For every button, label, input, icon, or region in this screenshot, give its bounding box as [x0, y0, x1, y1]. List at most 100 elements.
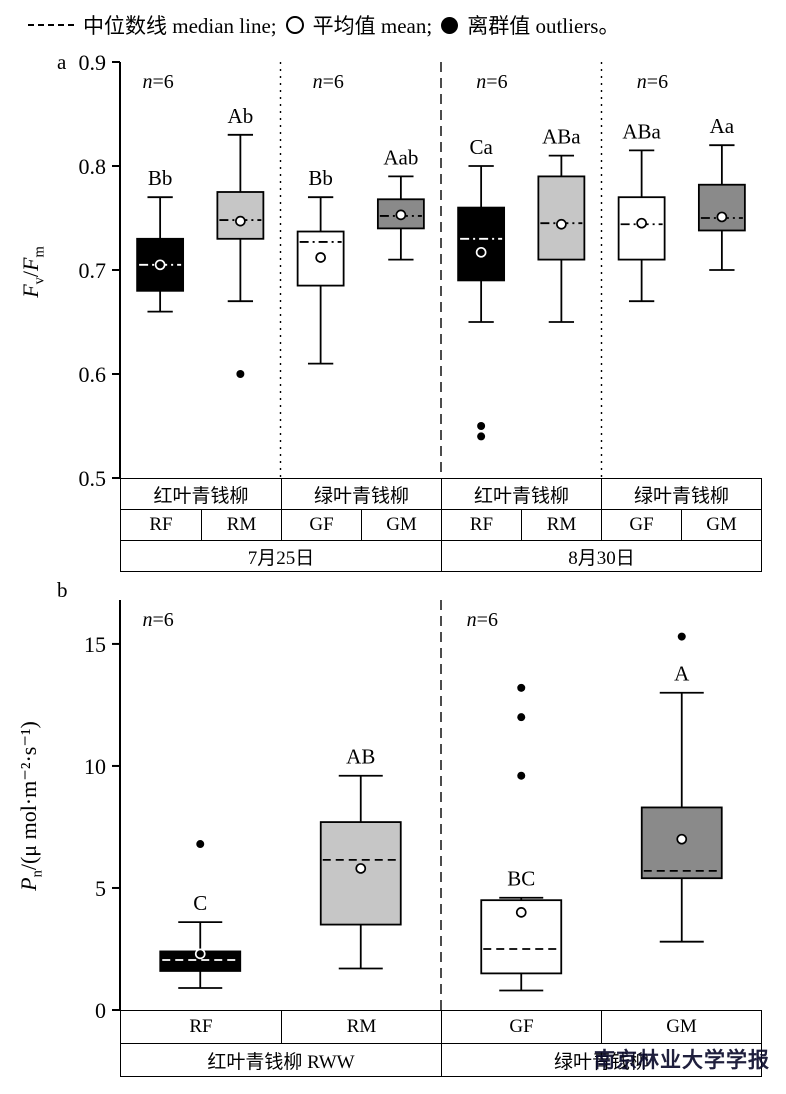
y-axis-title-part: P	[16, 877, 41, 891]
axis-table-cell: RF	[149, 514, 173, 535]
panel-a-y-axis-title: Fv/Fm	[18, 246, 48, 298]
y-tick-label: 0.7	[79, 258, 107, 283]
legend-outliers-label: 离群值 outliers。	[467, 14, 620, 38]
box-GM	[697, 183, 746, 232]
mean-marker	[676, 833, 688, 845]
y-tick-label: 0.9	[79, 50, 107, 75]
axis-table-row: 7月25日 8月30日	[121, 540, 761, 571]
y-axis-title-part: /(μ mol·m⁻²·s⁻¹)	[16, 721, 41, 871]
mean-marker	[395, 209, 407, 221]
outlier-dot	[517, 713, 526, 722]
mean-marker	[556, 218, 567, 230]
mean-marker-symbol	[285, 16, 304, 34]
significance-letter: ABa	[622, 119, 661, 143]
journal-watermark: 南京林业大学学报	[594, 1048, 770, 1072]
box-RM	[216, 191, 265, 240]
axis-table-cell: GF	[441, 1011, 601, 1043]
median-line-symbol	[28, 24, 74, 26]
y-axis-title-part: n	[29, 870, 46, 878]
y-tick-label: 0.6	[79, 362, 107, 387]
axis-table-cell: GM	[361, 510, 441, 540]
axis-table-cell: RM	[281, 1011, 441, 1043]
mean-marker	[194, 948, 206, 960]
outlier-dot	[677, 632, 686, 641]
outlier-dot	[196, 840, 205, 849]
outlier-marker-symbol	[441, 16, 459, 34]
mean-marker	[475, 246, 487, 258]
legend-median-label: 中位数线 median line;	[83, 14, 277, 38]
axis-table-cell: GM	[681, 510, 761, 540]
y-tick-label: 0	[95, 998, 106, 1023]
n-count-label: n=6	[313, 71, 344, 93]
y-axis-title-part: F	[18, 284, 43, 298]
panel-b-y-axis-title: Pn/(μ mol·m⁻²·s⁻¹)	[16, 721, 46, 891]
n-count-label: n=6	[637, 71, 668, 93]
legend: 中位数线 median line; 平均值 mean; 离群值 outliers…	[28, 10, 619, 40]
mean-marker	[235, 215, 246, 227]
outlier-dot	[477, 432, 486, 441]
significance-letter: ABa	[542, 125, 581, 149]
y-axis-title-part: /	[18, 270, 43, 278]
y-tick-label: 0.8	[79, 154, 107, 179]
panel-b-label: b	[57, 578, 68, 602]
outlier-dot	[477, 422, 486, 430]
mean-marker	[716, 211, 728, 223]
legend-mean-label: 平均值 mean;	[312, 14, 433, 38]
axis-table-cell: RF	[189, 1016, 213, 1037]
box-RF	[457, 206, 506, 282]
panel-a-category-table: 红叶青钱柳 绿叶青钱柳 红叶青钱柳 绿叶青钱柳 RF RM GF GM RF RM GF GM 7月25…	[120, 478, 762, 572]
outlier-dot	[236, 370, 245, 378]
significance-letter: Aa	[710, 114, 735, 138]
significance-letter: AB	[346, 745, 375, 769]
axis-table-cell: GM	[601, 1011, 761, 1043]
axis-table-cell: 7月25日	[247, 547, 315, 569]
significance-letter: Aab	[383, 145, 418, 169]
significance-letter: Ca	[469, 135, 493, 159]
axis-table-cell: RM	[201, 510, 281, 540]
axis-table-row: RF RM GF GM RF RM GF GM	[121, 509, 761, 540]
axis-table-cell: 绿叶青钱柳	[281, 479, 441, 509]
axis-table-cell: 红叶青钱柳	[153, 485, 249, 507]
y-tick-label: 10	[84, 754, 106, 779]
mean-marker	[636, 217, 647, 229]
axis-table-cell: 红叶青钱柳 RWW	[207, 1051, 355, 1073]
axis-table-row: RF RM GF GM	[121, 1011, 761, 1043]
axis-table-row: 红叶青钱柳 RWW 绿叶青钱柳	[121, 1043, 761, 1076]
box-RM	[537, 175, 586, 261]
y-tick-label: 15	[84, 632, 106, 657]
outlier-dot	[517, 771, 526, 780]
mean-marker	[355, 863, 367, 874]
axis-table-cell: 绿叶青钱柳	[601, 479, 761, 509]
y-axis-title-part: v	[31, 277, 48, 285]
axis-table-cell: RF	[441, 510, 521, 540]
axis-table-cell: 红叶青钱柳	[441, 479, 601, 509]
mean-marker	[315, 252, 326, 263]
n-count-label: n=6	[142, 71, 173, 93]
n-count-label: n=6	[467, 609, 498, 631]
significance-letter: A	[674, 662, 690, 686]
significance-letter: Bb	[148, 166, 173, 190]
significance-letter: Bb	[308, 166, 333, 190]
axis-table-cell: 绿叶青钱柳	[441, 1044, 761, 1076]
y-axis-title-part: F	[18, 257, 43, 271]
y-tick-label: 0.5	[79, 466, 107, 491]
n-count-label: n=6	[476, 71, 507, 93]
mean-marker	[154, 259, 166, 271]
n-count-label: n=6	[142, 609, 173, 631]
axis-table-cell: RM	[521, 510, 601, 540]
significance-letter: Ab	[228, 104, 254, 128]
axis-table-row: 红叶青钱柳 绿叶青钱柳 红叶青钱柳 绿叶青钱柳	[121, 479, 761, 509]
outlier-dot	[517, 683, 526, 692]
y-axis-title-part: m	[31, 246, 48, 258]
y-tick-label: 5	[95, 876, 106, 901]
significance-letter: BC	[507, 867, 535, 891]
mean-marker	[515, 907, 527, 918]
axis-table-cell: GF	[281, 510, 361, 540]
axis-table-cell: 8月30日	[441, 541, 761, 571]
significance-letter: C	[193, 891, 207, 915]
panel-a-label: a	[57, 50, 67, 74]
panel-b-category-table: RF RM GF GM 红叶青钱柳 RWW 绿叶青钱柳	[120, 1010, 762, 1077]
axis-table-cell: GF	[601, 510, 681, 540]
